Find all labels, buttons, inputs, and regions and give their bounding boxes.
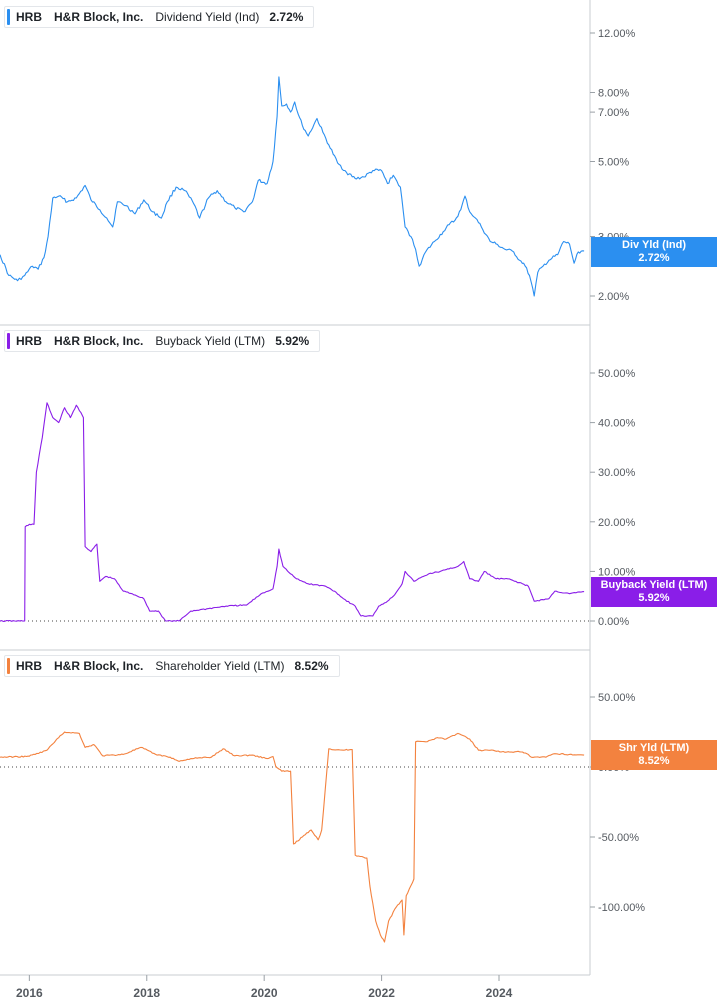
y-tick-label: 5.00% xyxy=(598,157,629,169)
x-tick-label: 2016 xyxy=(16,986,43,1000)
badge-label: Buyback Yield (LTM) xyxy=(600,579,708,591)
legend-metric: Shareholder Yield (LTM) xyxy=(155,659,285,673)
badge-value: 8.52% xyxy=(638,755,670,767)
y-tick-label: 12.00% xyxy=(598,28,636,40)
x-tick-label: 2018 xyxy=(133,986,160,1000)
y-tick-label: 50.00% xyxy=(598,368,636,380)
series-color-marker xyxy=(7,9,10,25)
badge-value: 5.92% xyxy=(638,592,670,604)
legend-company: H&R Block, Inc. xyxy=(54,334,144,348)
legend-company: H&R Block, Inc. xyxy=(54,659,144,673)
x-tick-label: 2020 xyxy=(251,986,278,1000)
y-tick-label: 30.00% xyxy=(598,467,636,479)
legend-metric: Dividend Yield (Ind) xyxy=(155,10,260,24)
x-tick-label: 2024 xyxy=(486,986,513,1000)
y-tick-label: 0.00% xyxy=(598,616,629,628)
y-tick-label: 50.00% xyxy=(598,692,636,704)
series-line xyxy=(0,731,585,943)
legend-value: 2.72% xyxy=(269,10,304,24)
y-tick-label: 40.00% xyxy=(598,418,636,430)
y-tick-label: 8.00% xyxy=(598,88,629,100)
x-tick-label: 2022 xyxy=(368,986,395,1000)
series-line xyxy=(0,76,585,297)
y-tick-label: -50.00% xyxy=(598,832,639,844)
y-tick-label: 20.00% xyxy=(598,517,636,529)
legend-metric: Buyback Yield (LTM) xyxy=(155,334,266,348)
series-line xyxy=(0,402,585,622)
legend-buyback-yield[interactable]: HRB H&R Block, Inc. Buyback Yield (LTM) … xyxy=(4,330,321,352)
badge-value: 2.72% xyxy=(638,252,670,264)
badge-label: Shr Yld (LTM) xyxy=(618,742,690,754)
legend-ticker: HRB xyxy=(16,10,42,24)
y-tick-label: 10.00% xyxy=(598,566,636,578)
legend-value: 5.92% xyxy=(275,334,310,348)
last-value-badge-shareholder: Shr Yld (LTM) 8.52% xyxy=(591,740,717,770)
legend-ticker: HRB xyxy=(16,659,42,673)
badge-label: Div Yld (Ind) xyxy=(622,239,686,251)
legend-shareholder-yield[interactable]: HRB H&R Block, Inc. Shareholder Yield (L… xyxy=(4,655,340,677)
legend-company: H&R Block, Inc. xyxy=(54,10,144,24)
series-color-marker xyxy=(7,658,10,674)
y-tick-label: 2.00% xyxy=(598,291,629,303)
last-value-badge-buyback: Buyback Yield (LTM) 5.92% xyxy=(591,577,717,607)
y-tick-label: 7.00% xyxy=(598,107,629,119)
series-color-marker xyxy=(7,333,10,349)
last-value-badge-dividend: Div Yld (Ind) 2.72% xyxy=(591,237,717,267)
legend-dividend-yield[interactable]: HRB H&R Block, Inc. Dividend Yield (Ind)… xyxy=(4,6,315,28)
legend-ticker: HRB xyxy=(16,334,42,348)
legend-value: 8.52% xyxy=(294,659,329,673)
y-tick-label: -100.00% xyxy=(598,902,645,914)
